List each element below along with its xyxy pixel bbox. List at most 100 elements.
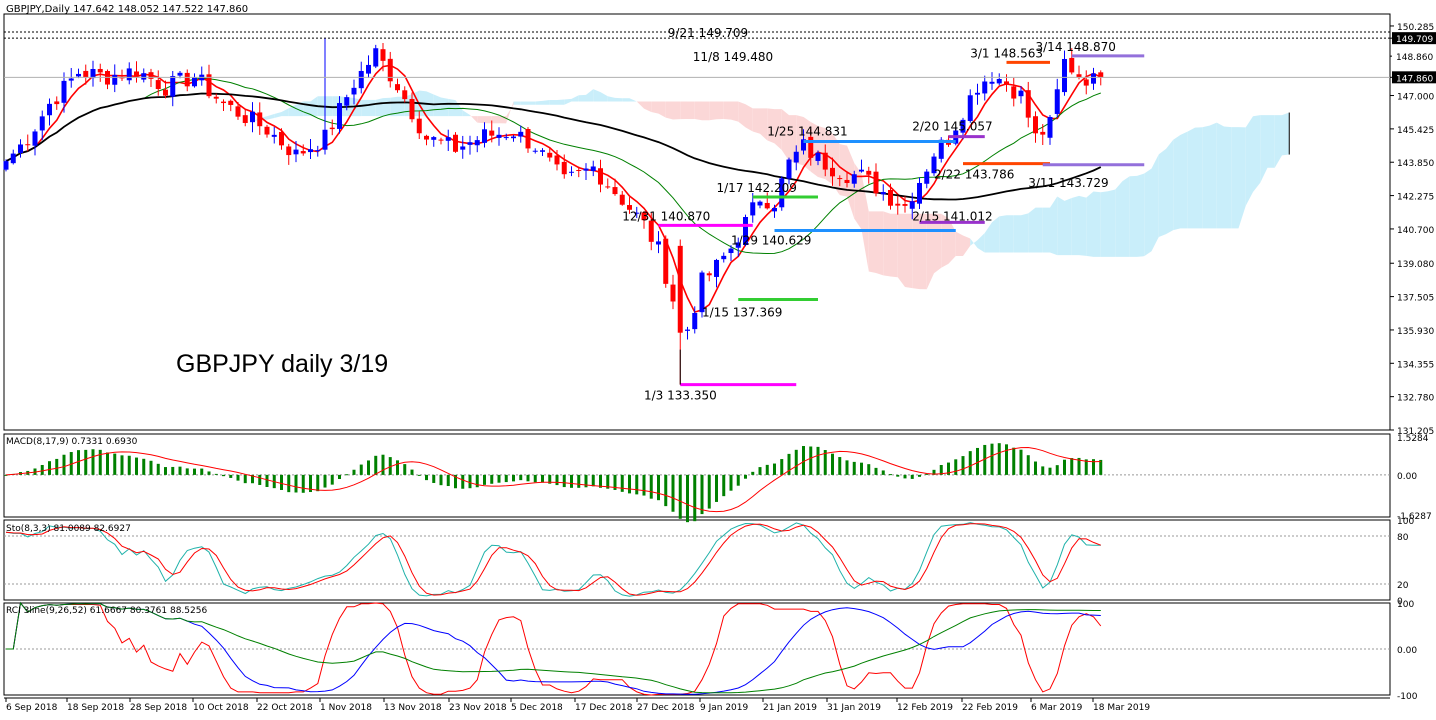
- macd-bar: [657, 474, 660, 501]
- candle-body: [366, 64, 371, 74]
- candle-body: [395, 84, 400, 91]
- time-axis-label: 1 Nov 2018: [320, 703, 372, 713]
- candle-body: [1083, 79, 1089, 86]
- macd-bar: [555, 474, 559, 486]
- ichimoku-cloud-segment: [1071, 195, 1079, 256]
- macd-bar: [200, 468, 204, 475]
- time-axis-label: 22 Feb 2019: [962, 703, 1018, 713]
- ichimoku-cloud-segment: [1021, 213, 1029, 253]
- level-label: 3/11 143.729: [1028, 176, 1108, 190]
- candle-body: [547, 152, 553, 158]
- price-axis-label: 135.930: [1397, 327, 1434, 337]
- ichimoku-cloud-segment: [1108, 189, 1116, 257]
- macd-bar: [69, 452, 73, 475]
- ichimoku-cloud-segment: [694, 101, 702, 121]
- macd-bar: [671, 474, 675, 512]
- ichimoku-cloud-segment: [774, 109, 782, 151]
- level-label: 3/1 148.563: [970, 46, 1043, 60]
- candle-body: [895, 203, 901, 206]
- price-tag-current: 147.860: [1396, 74, 1433, 84]
- level-label: 2/15 141.012: [912, 209, 992, 223]
- candle-body: [634, 212, 640, 214]
- ichimoku-cloud-segment: [296, 101, 304, 117]
- macd-bar: [432, 474, 436, 483]
- macd-bar: [693, 474, 697, 522]
- macd-bar: [40, 464, 44, 475]
- macd-bar: [48, 461, 51, 475]
- ichimoku-cloud-segment: [1166, 139, 1174, 235]
- chart-main-title: GBPJPY daily 3/19: [176, 350, 389, 378]
- candle-body: [279, 131, 284, 146]
- macd-bar: [794, 449, 798, 475]
- macd-bar: [896, 474, 900, 477]
- ichimoku-cloud-segment: [1158, 148, 1166, 237]
- candle-body: [938, 139, 944, 159]
- ichimoku-cloud-segment: [1035, 207, 1043, 253]
- candle-body: [583, 168, 589, 171]
- candle-body: [735, 242, 741, 248]
- candle-body: [1025, 90, 1031, 118]
- macd-bar: [1063, 459, 1066, 475]
- candle-body: [975, 92, 980, 95]
- candle-body: [257, 112, 263, 127]
- macd-bar: [606, 474, 610, 489]
- level-label: 1/29 140.629: [731, 233, 811, 247]
- macd-bar: [541, 474, 544, 483]
- candle-body: [206, 74, 212, 97]
- macd-bar: [113, 453, 117, 475]
- ichimoku-cloud-segment: [854, 162, 862, 230]
- level-label: 1/15 137.369: [702, 305, 782, 319]
- macd-bar: [106, 452, 109, 475]
- candle-body: [699, 272, 705, 313]
- candle-body: [779, 178, 785, 208]
- candle-body: [192, 77, 197, 87]
- candle-body: [518, 131, 524, 137]
- ichimoku-cloud-segment: [658, 101, 666, 118]
- candle-body: [612, 187, 618, 195]
- sto-k-line: [5, 522, 1101, 597]
- ichimoku-cloud-segment: [433, 94, 441, 117]
- ichimoku-cloud-segment: [803, 116, 811, 172]
- ichimoku-cloud-segment: [571, 95, 579, 102]
- candle-body: [416, 118, 422, 134]
- candle-body: [721, 255, 727, 260]
- time-axis-label: 21 Jan 2019: [763, 703, 817, 713]
- candle-body: [25, 144, 31, 146]
- symbol-header: GBPJPY,Daily 147.642 148.052 147.522 147…: [6, 4, 249, 15]
- macd-bar: [628, 474, 631, 494]
- ichimoku-cloud-segment: [520, 101, 528, 105]
- level-label: 1/25 144.831: [767, 124, 847, 138]
- candle-body: [503, 137, 509, 139]
- ichimoku-cloud-segment: [752, 108, 760, 134]
- price-tag-148860-bg: [1392, 50, 1436, 63]
- macd-bar: [519, 474, 523, 481]
- macd-bar: [84, 449, 88, 475]
- macd-axis-label: 1.5284: [1397, 434, 1429, 444]
- macd-bar: [461, 474, 465, 489]
- ichimoku-cloud-segment: [549, 100, 557, 105]
- ichimoku-cloud-segment: [861, 173, 869, 272]
- ichimoku-cloud-segment: [731, 101, 739, 122]
- candle-body: [163, 89, 168, 96]
- candle-body: [155, 80, 161, 89]
- macd-bar: [142, 458, 146, 475]
- ichimoku-cloud-segment: [738, 101, 746, 128]
- ichimoku-cloud-segment: [593, 89, 601, 102]
- macd-bar: [1084, 459, 1088, 475]
- macd-bar: [1005, 444, 1008, 475]
- price-axis-label: 143.850: [1397, 159, 1434, 169]
- level-label: 2/22 143.786: [934, 168, 1014, 182]
- macd-bar: [686, 474, 689, 523]
- ichimoku-cloud-segment: [926, 213, 934, 290]
- ichimoku-cloud-segment: [1195, 127, 1203, 229]
- time-axis-label: 12 Feb 2019: [897, 703, 953, 713]
- ichimoku-cloud-segment: [470, 115, 478, 123]
- time-axis-label: 31 Jan 2019: [827, 703, 881, 713]
- candle-body: [184, 72, 190, 87]
- time-axis-label: 23 Nov 2018: [449, 703, 507, 713]
- ichimoku-cloud-segment: [687, 101, 695, 120]
- macd-bar: [678, 474, 682, 519]
- ichimoku-cloud-segment: [1151, 154, 1159, 252]
